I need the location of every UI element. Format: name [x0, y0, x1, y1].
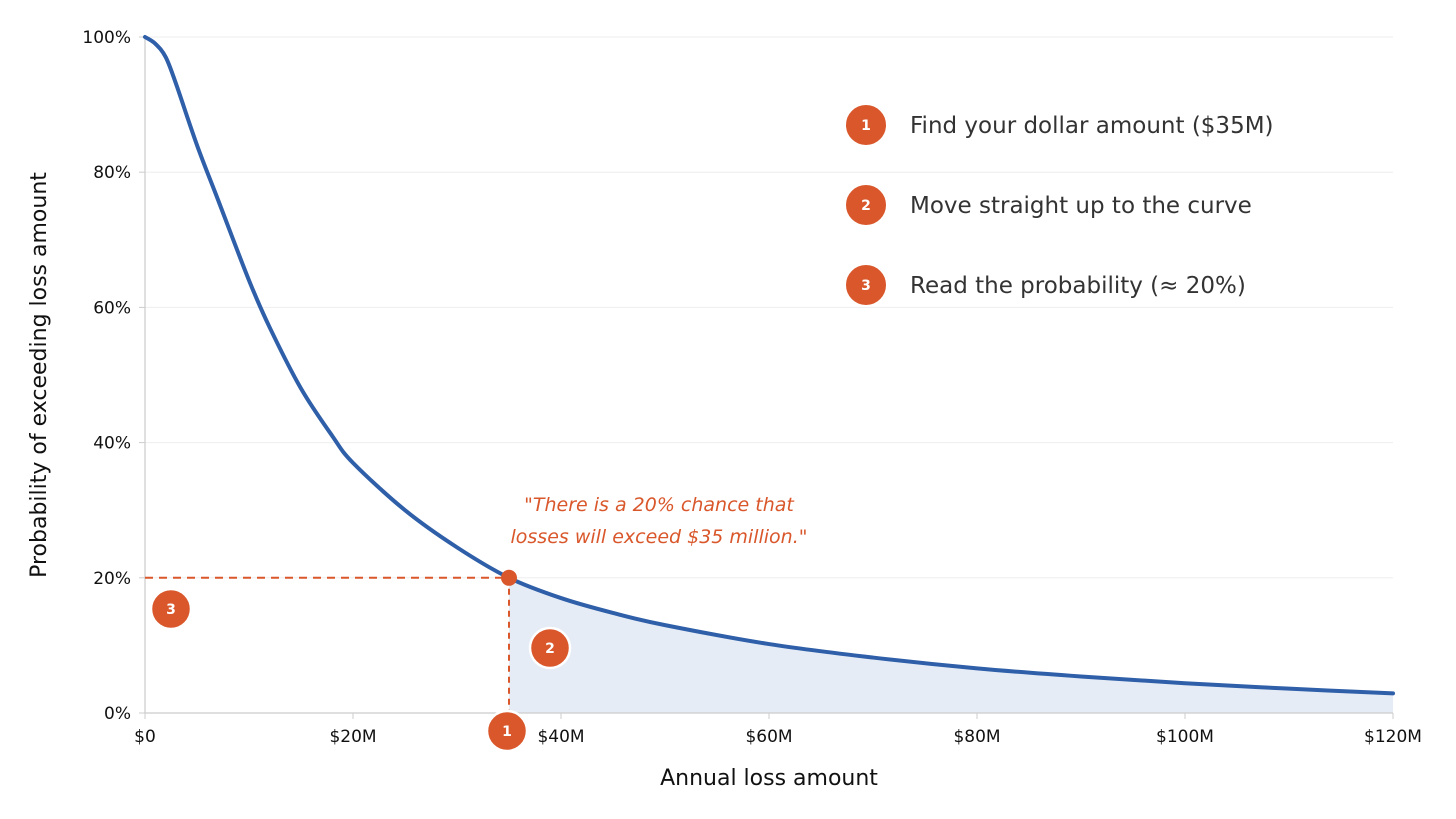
marker-step-1-number: 1: [502, 724, 512, 740]
marker-step-3-number: 3: [166, 602, 176, 618]
step-2-number: 2: [861, 198, 871, 214]
marker-step-3-badge: [149, 587, 193, 631]
marker-step-1: 1: [485, 709, 529, 753]
y-tick-label: 20%: [93, 569, 131, 589]
highlight-point: [501, 569, 517, 586]
tail-area-layer: [509, 577, 1393, 713]
x-tick-label: $20M: [329, 727, 376, 747]
tail-area: [509, 577, 1393, 713]
step-1-badge: [844, 103, 888, 147]
step-1-number: 1: [861, 118, 871, 134]
x-tick-label: $40M: [537, 727, 584, 747]
x-axis-title: Annual loss amount: [660, 766, 878, 791]
step-3-badge: [844, 263, 888, 307]
step-2: 2 Move straight up to the curve: [844, 183, 1252, 227]
step-3-number: 3: [861, 278, 871, 294]
step-2-text: Move straight up to the curve: [910, 193, 1252, 219]
y-tick-label: 0%: [104, 704, 131, 724]
marker-step-1-badge: [485, 709, 529, 753]
marker-step-2-badge: [528, 626, 572, 670]
quote-line-1: "There is a 20% chance that: [524, 494, 795, 516]
marker-step-2: 2: [528, 626, 572, 670]
marker-step-2-number: 2: [545, 641, 555, 657]
highlight-quote: "There is a 20% chance that losses will …: [511, 494, 808, 548]
step-2-badge: [844, 183, 888, 227]
step-3-text: Read the probability (≈ 20%): [910, 273, 1246, 299]
y-tick-label: 40%: [93, 434, 131, 454]
step-1-text: Find your dollar amount ($35M): [910, 113, 1274, 139]
axes: [139, 36, 1394, 719]
x-tick-label: $100M: [1156, 727, 1214, 747]
quote-line-2: losses will exceed $35 million.": [511, 526, 808, 548]
tick-labels: 0% 20% 40% 60% 80% 100% $0 $20M $40M $60M $80M $100…: [82, 28, 1422, 747]
x-tick-label: $80M: [953, 727, 1000, 747]
curve-layer: [143, 35, 1395, 696]
y-axis-title: Probability of exceeding loss amount: [27, 172, 52, 578]
guide-lines-layer: [145, 569, 517, 713]
step-1: 1 Find your dollar amount ($35M): [844, 103, 1274, 147]
x-tick-label: $0: [134, 727, 156, 747]
chart-step-markers: 3 2 1: [149, 587, 572, 753]
x-tick-label: $60M: [745, 727, 792, 747]
x-tick-label: $120M: [1364, 727, 1422, 747]
y-tick-label: 80%: [93, 163, 131, 183]
series-line: [143, 35, 1395, 696]
y-tick-label: 100%: [82, 28, 131, 48]
step-3: 3 Read the probability (≈ 20%): [844, 263, 1246, 307]
marker-step-3: 3: [149, 587, 193, 631]
steps-legend: 1 Find your dollar amount ($35M) 2 Move …: [844, 103, 1274, 307]
grid-lines: [145, 36, 1393, 579]
y-tick-label: 60%: [93, 298, 131, 318]
